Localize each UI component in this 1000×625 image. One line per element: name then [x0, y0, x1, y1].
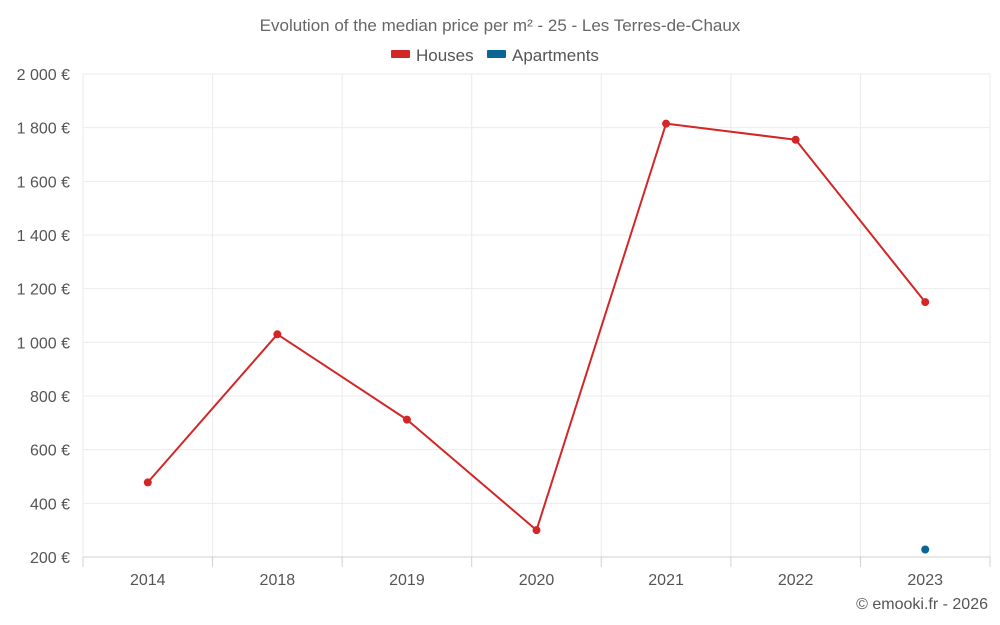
x-tick-label: 2023 [907, 572, 943, 589]
x-tick-label: 2020 [519, 572, 555, 589]
y-tick-label: 400 € [30, 496, 70, 513]
x-tick-label: 2018 [260, 572, 296, 589]
data-point-houses[interactable] [273, 330, 282, 339]
data-point-houses[interactable] [143, 478, 152, 487]
y-tick-label: 800 € [30, 389, 70, 406]
y-tick-label: 1 200 € [17, 282, 70, 299]
x-tick-label: 2019 [389, 572, 425, 589]
credit: © emooki.fr - 2026 [856, 596, 988, 613]
y-axis-ticks: 200 € 400 € 600 € 800 € 1 000 € 1 200 € 1 400 … [17, 67, 70, 567]
y-tick-label: 2 000 € [17, 67, 70, 84]
legend: Houses Apartments [391, 46, 599, 65]
y-tick-label: 1 400 € [17, 228, 70, 245]
grid [82, 73, 991, 558]
legend-label-apartments: Apartments [512, 46, 599, 65]
x-tick-label: 2022 [778, 572, 814, 589]
x-tick-label: 2021 [648, 572, 684, 589]
data-point-houses[interactable] [532, 526, 541, 535]
series [143, 119, 930, 554]
y-tick-label: 1 000 € [17, 335, 70, 352]
y-tick-label: 600 € [30, 443, 70, 460]
data-point-houses[interactable] [791, 135, 800, 144]
legend-swatch-houses [391, 50, 410, 58]
data-point-houses[interactable] [921, 298, 930, 307]
legend-item-houses[interactable]: Houses [391, 46, 474, 65]
y-tick-label: 1 600 € [17, 174, 70, 191]
series-line-houses [147, 122, 926, 532]
y-tick-label: 1 800 € [17, 121, 70, 138]
y-tick-label: 200 € [30, 550, 70, 567]
data-point-houses[interactable] [402, 415, 411, 424]
x-tick-label: 2014 [130, 572, 166, 589]
legend-item-apartments[interactable]: Apartments [487, 46, 599, 65]
chart-title: Evolution of the median price per m² - 2… [260, 16, 741, 35]
legend-swatch-apartments [487, 50, 506, 58]
x-axis-ticks: 2014 2018 2019 2020 2021 2022 2023 [82, 557, 991, 589]
data-point-houses[interactable] [662, 119, 671, 128]
legend-label-houses: Houses [416, 46, 474, 65]
data-point-apartments[interactable] [921, 545, 930, 554]
